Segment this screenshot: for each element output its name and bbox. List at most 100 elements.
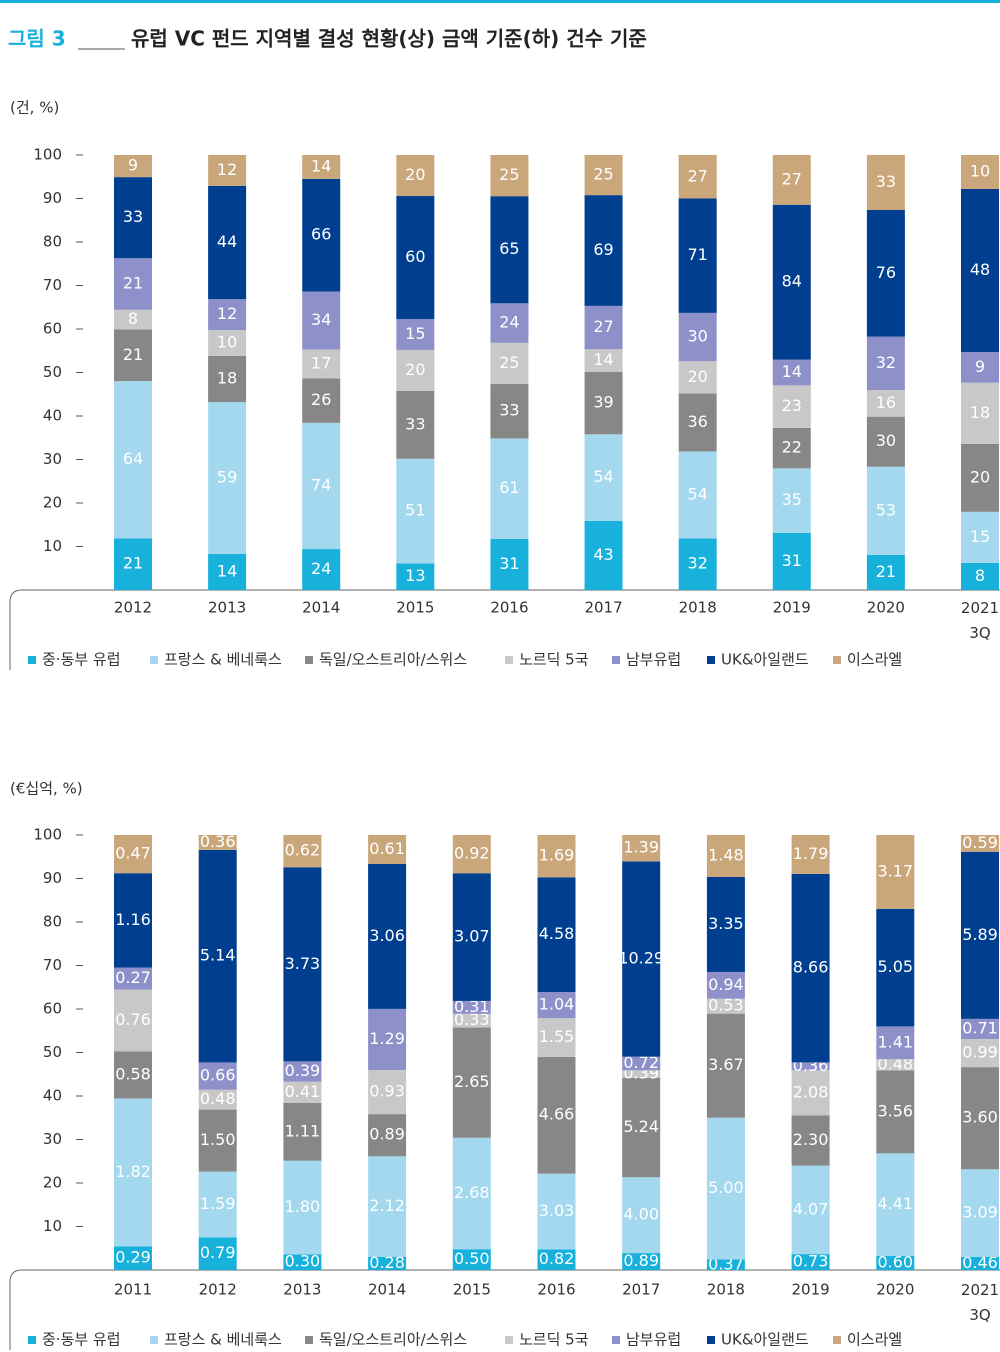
data-label: 2.68 [454, 1183, 490, 1202]
data-label: 1.04 [539, 995, 575, 1014]
legend-label: 독일/오스트리아/스위스 [319, 651, 467, 669]
bar-segment [114, 177, 152, 259]
data-label: 0.82 [539, 1249, 575, 1268]
legend-label: 프랑스 & 베네룩스 [164, 1331, 282, 1349]
data-label: 4.00 [623, 1205, 659, 1224]
bar-segment [452, 1000, 491, 1014]
data-label: 1.80 [285, 1197, 321, 1216]
bar-segment [396, 196, 435, 320]
y-tick-label: 30 [43, 1130, 62, 1148]
data-label: 0.47 [115, 844, 151, 863]
bar-segment [961, 1067, 999, 1170]
x-tick-label: 2017 [622, 1281, 660, 1299]
data-label: 71 [687, 245, 707, 264]
x-tick-label: 2012 [199, 1281, 237, 1299]
legend-swatch [505, 1336, 513, 1344]
bar-segment [866, 555, 905, 590]
data-label: 0.89 [623, 1251, 659, 1270]
bar-segment [198, 1109, 237, 1172]
data-label: 27 [593, 317, 613, 336]
bar-segment [706, 835, 745, 877]
x-tick-label: 2013 [208, 599, 246, 617]
bar-segment [706, 1117, 745, 1260]
data-label: 3.67 [708, 1055, 744, 1074]
bar-segment [866, 210, 905, 337]
bar-segment [283, 1081, 322, 1103]
data-label: 1.48 [708, 845, 744, 864]
data-label: 24 [499, 313, 519, 332]
bar-segment [537, 1249, 576, 1270]
bar-segment [537, 877, 576, 993]
bar-segment [198, 835, 237, 850]
bar-segment [772, 468, 811, 533]
data-label: 53 [876, 500, 896, 519]
bar-segment [208, 355, 247, 403]
data-label: 66 [311, 225, 331, 244]
bar-segment [706, 876, 745, 972]
data-label: 1.79 [793, 844, 829, 863]
data-label: 14 [217, 561, 237, 580]
data-label: 0.39 [285, 1061, 321, 1080]
bar-segment [114, 381, 152, 539]
x-tick-label: 2016 [490, 599, 528, 617]
bar-segment [791, 1062, 830, 1071]
bar-segment [678, 538, 717, 590]
data-label: 10 [970, 161, 990, 180]
data-label: 4.66 [539, 1105, 575, 1124]
bar-segment [584, 349, 623, 372]
bar-segment [772, 155, 811, 205]
data-label: 0.30 [285, 1252, 321, 1271]
bar-segment [283, 1061, 322, 1082]
data-label: 14 [782, 362, 802, 381]
data-label: 21 [123, 274, 143, 293]
data-label: 0.31 [454, 997, 490, 1016]
bar-segment [622, 1056, 661, 1071]
data-label: 25 [499, 353, 519, 372]
bar-segment [302, 349, 341, 379]
data-label: 2.08 [793, 1082, 829, 1101]
data-label: 21 [123, 345, 143, 364]
x-tick-label: 2019 [792, 1281, 830, 1299]
bar-segment [678, 451, 717, 539]
bar-segment [961, 1256, 999, 1270]
legend-swatch [833, 656, 841, 664]
data-label: 30 [687, 327, 707, 346]
data-label: 23 [782, 396, 802, 415]
y-tick-label: 30 [43, 450, 62, 468]
data-label: 10.29 [618, 949, 664, 968]
y-tick-label: 90 [43, 869, 62, 887]
bar-segment [208, 299, 247, 331]
bar-segment [452, 1137, 491, 1250]
data-label: 27 [687, 166, 707, 185]
title: 유럽 VC 펀드 지역별 결성 현황(상) 금액 기준(하) 건수 기준 [131, 27, 647, 51]
bar-segment [791, 835, 830, 874]
data-label: 5.24 [623, 1117, 659, 1136]
data-label: 0.62 [285, 841, 321, 860]
legend-swatch [28, 1336, 36, 1344]
bar-segment [961, 188, 999, 353]
data-label: 0.71 [962, 1018, 998, 1037]
bar-segment [678, 198, 717, 313]
bar-segment [302, 378, 341, 423]
bar-segment [584, 520, 623, 590]
bar-segment [866, 336, 905, 390]
data-label: 32 [687, 554, 707, 573]
data-label: 5.00 [708, 1178, 744, 1197]
x-tick-label: 2018 [679, 599, 717, 617]
figure-label: 그림 3 [8, 27, 66, 51]
data-label: 5.05 [877, 957, 913, 976]
data-label: 3.03 [539, 1201, 575, 1220]
bar-segment [283, 867, 322, 1062]
bar-segment [866, 466, 905, 555]
bar-segment [396, 458, 435, 564]
bar-segment [537, 1173, 576, 1250]
bar-segment [368, 1256, 407, 1270]
bar-segment [114, 155, 152, 178]
data-label: 48 [970, 260, 990, 279]
legend-swatch [707, 656, 715, 664]
data-label: 33 [123, 207, 143, 226]
bar-segment [208, 155, 247, 186]
bar-segment [490, 384, 529, 439]
x-tick-label: 2019 [773, 599, 811, 617]
bar-segment [622, 835, 661, 862]
